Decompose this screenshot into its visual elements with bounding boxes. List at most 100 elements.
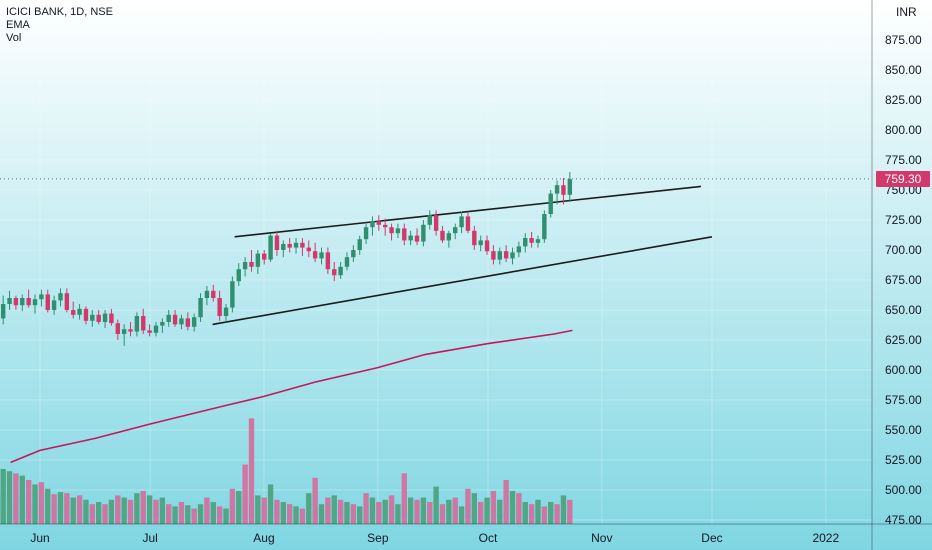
candle-body bbox=[198, 298, 203, 318]
volume-bar bbox=[490, 491, 497, 524]
candle-body bbox=[236, 269, 241, 282]
volume-bar bbox=[236, 491, 242, 524]
volume-bar bbox=[261, 497, 267, 524]
volume-bar bbox=[554, 504, 560, 524]
candle-body bbox=[249, 262, 254, 267]
y-tick-label: 600.00 bbox=[885, 363, 922, 377]
candle-body bbox=[0, 304, 6, 319]
volume-bar bbox=[331, 495, 337, 524]
volume-bar bbox=[548, 502, 554, 524]
x-tick-label: Oct bbox=[479, 531, 498, 545]
volume-bar bbox=[337, 499, 344, 524]
candle-body bbox=[274, 235, 280, 250]
x-tick-label: 2022 bbox=[812, 531, 839, 545]
candle-body bbox=[351, 250, 356, 258]
candle-body bbox=[395, 228, 401, 234]
volume-bar bbox=[121, 497, 127, 524]
volume-bar bbox=[0, 469, 6, 524]
candle-body bbox=[376, 221, 382, 225]
volume-bar bbox=[567, 499, 573, 524]
candle-body bbox=[453, 227, 458, 234]
candle-body bbox=[510, 252, 515, 259]
volume-bar bbox=[318, 504, 325, 524]
candles bbox=[0, 172, 573, 346]
volume-bar bbox=[427, 502, 433, 524]
candle-body bbox=[179, 318, 184, 325]
candle-body bbox=[440, 230, 445, 241]
candle-body bbox=[414, 235, 420, 242]
last-price-label-bg bbox=[876, 171, 930, 187]
volume-bar bbox=[216, 506, 223, 524]
candle-body bbox=[516, 246, 522, 253]
volume-bar bbox=[242, 464, 248, 524]
candle-body bbox=[287, 244, 292, 248]
volume-bar bbox=[465, 488, 471, 524]
volume-bar bbox=[293, 506, 299, 524]
x-tick-label: Dec bbox=[701, 531, 722, 545]
candle-body bbox=[90, 314, 95, 321]
candle-body bbox=[523, 238, 528, 247]
y-tick-label: 500.00 bbox=[885, 483, 922, 497]
indicator-volume-label[interactable]: Vol bbox=[6, 32, 22, 44]
candle-body bbox=[268, 235, 273, 260]
y-tick-label: 675.00 bbox=[885, 273, 922, 287]
candle-body bbox=[147, 330, 152, 333]
candle-body bbox=[96, 314, 101, 322]
volume-bar bbox=[76, 495, 83, 524]
symbol-title[interactable]: ICICI BANK, 1D, NSE bbox=[6, 6, 113, 18]
volume-bar bbox=[439, 504, 446, 524]
y-tick-label: 700.00 bbox=[885, 243, 922, 257]
candle-body bbox=[39, 294, 44, 300]
candle-body bbox=[102, 313, 108, 322]
candle-body bbox=[141, 316, 146, 331]
last-price-label-text: 759.30 bbox=[885, 172, 922, 186]
candle-body bbox=[497, 251, 502, 260]
candle-body bbox=[542, 214, 547, 240]
volume-bar bbox=[274, 499, 280, 524]
candle-body bbox=[344, 257, 350, 267]
last-price-label: 759.30 bbox=[876, 171, 930, 187]
indicator-ema-label[interactable]: EMA bbox=[6, 19, 30, 31]
volume-bar bbox=[267, 484, 274, 524]
volume-bar bbox=[484, 497, 490, 524]
candle-body bbox=[134, 316, 140, 332]
candle-body bbox=[223, 307, 229, 316]
candle-body bbox=[293, 242, 299, 248]
volume-bar bbox=[57, 492, 64, 524]
y-tick-label: 800.00 bbox=[885, 123, 922, 137]
candle-body bbox=[325, 252, 331, 270]
y-tick-label: 575.00 bbox=[885, 393, 922, 407]
volume-bar bbox=[522, 502, 528, 524]
volume-bar bbox=[197, 504, 204, 524]
candle-body bbox=[535, 239, 541, 243]
candle-body bbox=[306, 247, 311, 252]
candle-body bbox=[32, 299, 38, 306]
candle-body bbox=[484, 240, 490, 252]
volume-bar bbox=[146, 495, 153, 524]
candle-body bbox=[45, 294, 50, 310]
candle-body bbox=[357, 239, 362, 250]
x-tick-label: Jun bbox=[30, 531, 49, 545]
volume-bar bbox=[325, 497, 331, 524]
volume-bar bbox=[414, 499, 420, 524]
volume-bar bbox=[344, 502, 350, 524]
volume-bar bbox=[108, 499, 115, 524]
volume-bar bbox=[560, 495, 567, 524]
candle-body bbox=[204, 290, 210, 298]
volume-bar bbox=[433, 486, 439, 524]
candle-body bbox=[191, 317, 197, 327]
candle-body bbox=[121, 329, 127, 334]
volume-bar bbox=[223, 508, 229, 524]
volume-bar bbox=[287, 504, 293, 524]
volume-bar bbox=[471, 493, 477, 524]
x-tick-label: Nov bbox=[591, 531, 612, 545]
candle-body bbox=[13, 298, 19, 306]
candle-body bbox=[262, 253, 267, 260]
candle-body bbox=[338, 266, 343, 276]
candle-body bbox=[71, 310, 76, 315]
candle-body bbox=[128, 329, 133, 332]
volume-bar bbox=[350, 504, 357, 524]
